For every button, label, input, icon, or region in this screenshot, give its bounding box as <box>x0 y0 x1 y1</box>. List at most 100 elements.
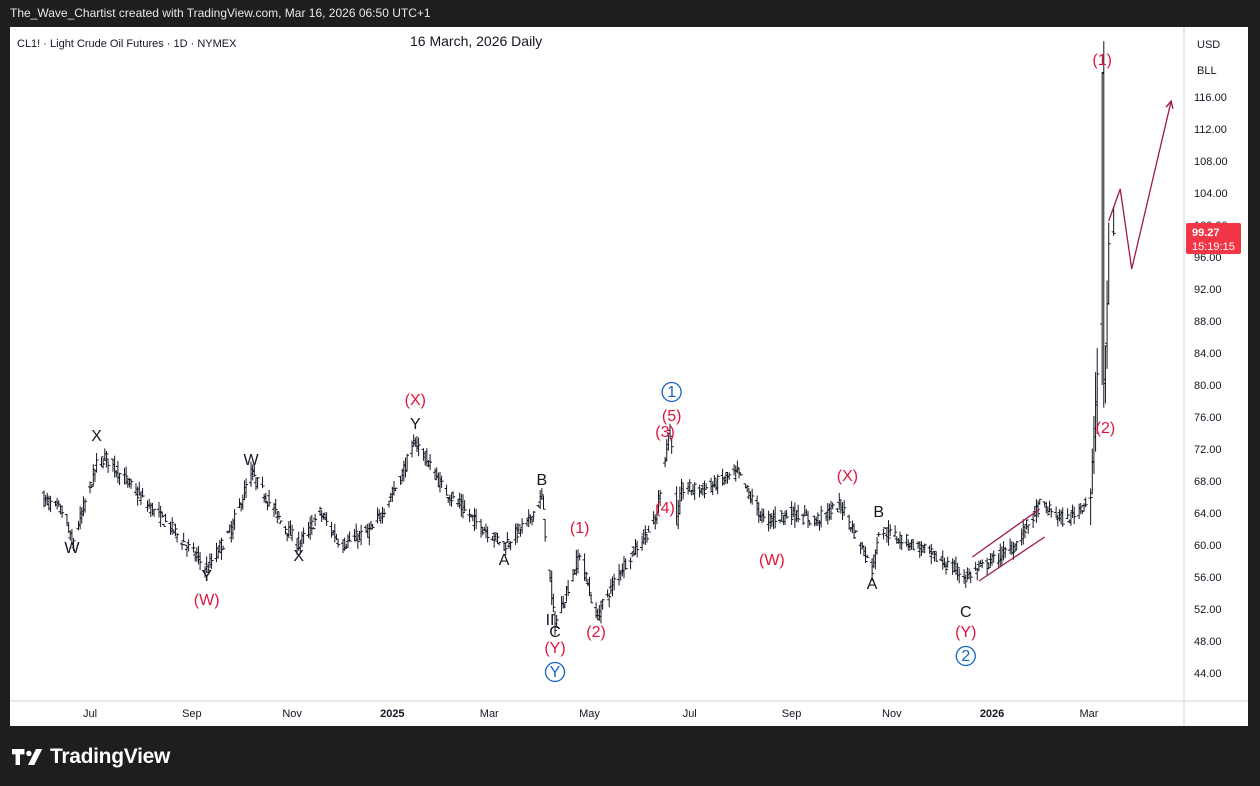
svg-text:(1): (1) <box>570 520 590 537</box>
ohlc-bar <box>474 509 479 530</box>
ohlc-bar <box>628 557 633 570</box>
wave-label[interactable]: X <box>91 428 102 445</box>
ohlc-bar <box>876 531 881 537</box>
ohlc-bar <box>94 452 99 473</box>
ohlc-bar <box>433 468 438 481</box>
ohlc-bar <box>796 504 801 523</box>
y-tick-label: 80.00 <box>1194 380 1222 392</box>
y-tick-label: 60.00 <box>1194 540 1222 552</box>
y-tick-label: 68.00 <box>1194 476 1222 488</box>
ohlc-bar <box>784 509 789 519</box>
ohlc-bar <box>516 523 521 533</box>
wave-label[interactable]: Y <box>410 416 421 433</box>
wave-label[interactable]: 1 <box>661 381 682 403</box>
price-chart[interactable]: WXY(W)WX(X)YABIIC(Y)Y(1)(2)(3)(4)(5)1(W)… <box>10 27 1248 726</box>
ohlc-bar <box>1024 519 1029 530</box>
svg-text:C: C <box>549 624 561 641</box>
projection-path[interactable] <box>1108 100 1172 270</box>
ohlc-bar <box>945 556 950 568</box>
ohlc-bar <box>347 531 352 542</box>
ohlc-bar <box>173 523 178 537</box>
svg-text:A: A <box>867 576 878 593</box>
ohlc-bar <box>1060 507 1065 527</box>
ohlc-bar <box>175 532 180 543</box>
y-tick-label: 88.00 <box>1194 316 1222 328</box>
y-tick-label: 112.00 <box>1194 124 1227 136</box>
tradingview-brand: TradingView <box>50 745 171 768</box>
symbol-info[interactable]: CL1! · Light Crude Oil Futures · 1D · NY… <box>17 38 237 50</box>
tradingview-logo[interactable]: TradingView <box>12 745 170 769</box>
x-tick-label: Sep <box>782 708 802 720</box>
y-tick-label: 52.00 <box>1194 604 1222 616</box>
ohlc-bar <box>324 512 329 526</box>
y-tick-label: 96.00 <box>1194 252 1222 264</box>
ohlc-bar <box>89 485 94 489</box>
wave-label[interactable]: II <box>546 612 555 629</box>
wave-label[interactable]: A <box>499 552 510 569</box>
wave-label[interactable]: (3) <box>655 424 675 441</box>
wave-label[interactable]: 2 <box>955 645 976 667</box>
wave-label[interactable]: (5) <box>662 408 682 425</box>
author-caption: The_Wave_Chartist created with TradingVi… <box>10 6 431 20</box>
wave-label[interactable]: (1) <box>570 520 590 537</box>
screenshot-caption-bar: The_Wave_Chartist created with TradingVi… <box>0 0 1260 27</box>
channel-upper-line[interactable] <box>971 508 1041 558</box>
ohlc-bar <box>403 457 408 478</box>
svg-text:X: X <box>293 548 304 565</box>
svg-text:Y: Y <box>550 664 561 681</box>
wave-label[interactable]: (X) <box>405 392 426 409</box>
wave-label[interactable]: Y <box>201 568 212 585</box>
ohlc-bar <box>451 491 456 500</box>
wave-label[interactable]: (Y) <box>544 640 565 657</box>
wave-label[interactable]: C <box>960 604 972 621</box>
wave-label[interactable]: (2) <box>1096 420 1116 437</box>
channel-lower-line[interactable] <box>978 536 1045 582</box>
ohlc-bar <box>1031 513 1036 529</box>
wave-label[interactable]: (Y) <box>955 624 976 641</box>
wave-label[interactable]: (W) <box>759 552 785 569</box>
wave-label[interactable]: B <box>537 472 548 489</box>
ohlc-bar <box>738 473 743 476</box>
ohlc-bar <box>773 506 778 529</box>
ohlc-bar <box>198 551 203 570</box>
ohlc-bar <box>531 510 536 521</box>
ohlc-bar <box>543 518 548 542</box>
chart-frame[interactable]: W X Y (W) W X (X) Y A B II C (Y) Y (1) (2) (3) (4) (5) 1 (W)… <box>10 27 1248 726</box>
x-tick-label: Nov <box>882 708 902 720</box>
wave-label[interactable]: (1) <box>1092 52 1112 69</box>
ohlc-bar <box>387 500 392 508</box>
ohlc-bar <box>370 523 375 530</box>
ohlc-bar <box>789 501 794 525</box>
ohlc-bar <box>541 495 546 510</box>
ohlc-bar <box>830 502 835 510</box>
ohlc-bar <box>600 598 605 610</box>
wave-label[interactable]: X <box>293 548 304 565</box>
wave-label[interactable]: (4) <box>655 500 675 517</box>
ohlc-bar <box>704 483 709 490</box>
svg-text:(4): (4) <box>655 500 675 517</box>
x-tick-label: Nov <box>282 708 302 720</box>
ohlc-bar <box>911 539 916 551</box>
wave-label[interactable]: (2) <box>586 624 606 641</box>
unit-label[interactable]: BLL <box>1197 65 1217 77</box>
ohlc-bar <box>485 526 490 543</box>
ohlc-bar <box>359 524 364 546</box>
svg-text:(W): (W) <box>194 592 220 609</box>
wave-label[interactable]: A <box>867 576 878 593</box>
ohlc-bar <box>140 488 145 498</box>
ohlc-bar <box>515 523 520 543</box>
wave-label[interactable]: B <box>873 504 884 521</box>
wave-label[interactable]: C <box>549 624 561 641</box>
ohlc-bar <box>161 523 166 527</box>
ohlc-bar <box>260 476 265 489</box>
currency-button[interactable] <box>1189 33 1243 53</box>
wave-label[interactable]: Y <box>544 661 566 683</box>
ohlc-bar <box>493 532 498 540</box>
wave-label[interactable]: (W) <box>194 592 220 609</box>
ohlc-bar <box>669 437 674 454</box>
wave-label[interactable]: W <box>64 540 80 557</box>
currency-label[interactable]: USD <box>1197 39 1220 51</box>
wave-label[interactable]: W <box>243 452 259 469</box>
ohlc-bar <box>101 459 106 469</box>
wave-label[interactable]: (X) <box>837 468 858 485</box>
